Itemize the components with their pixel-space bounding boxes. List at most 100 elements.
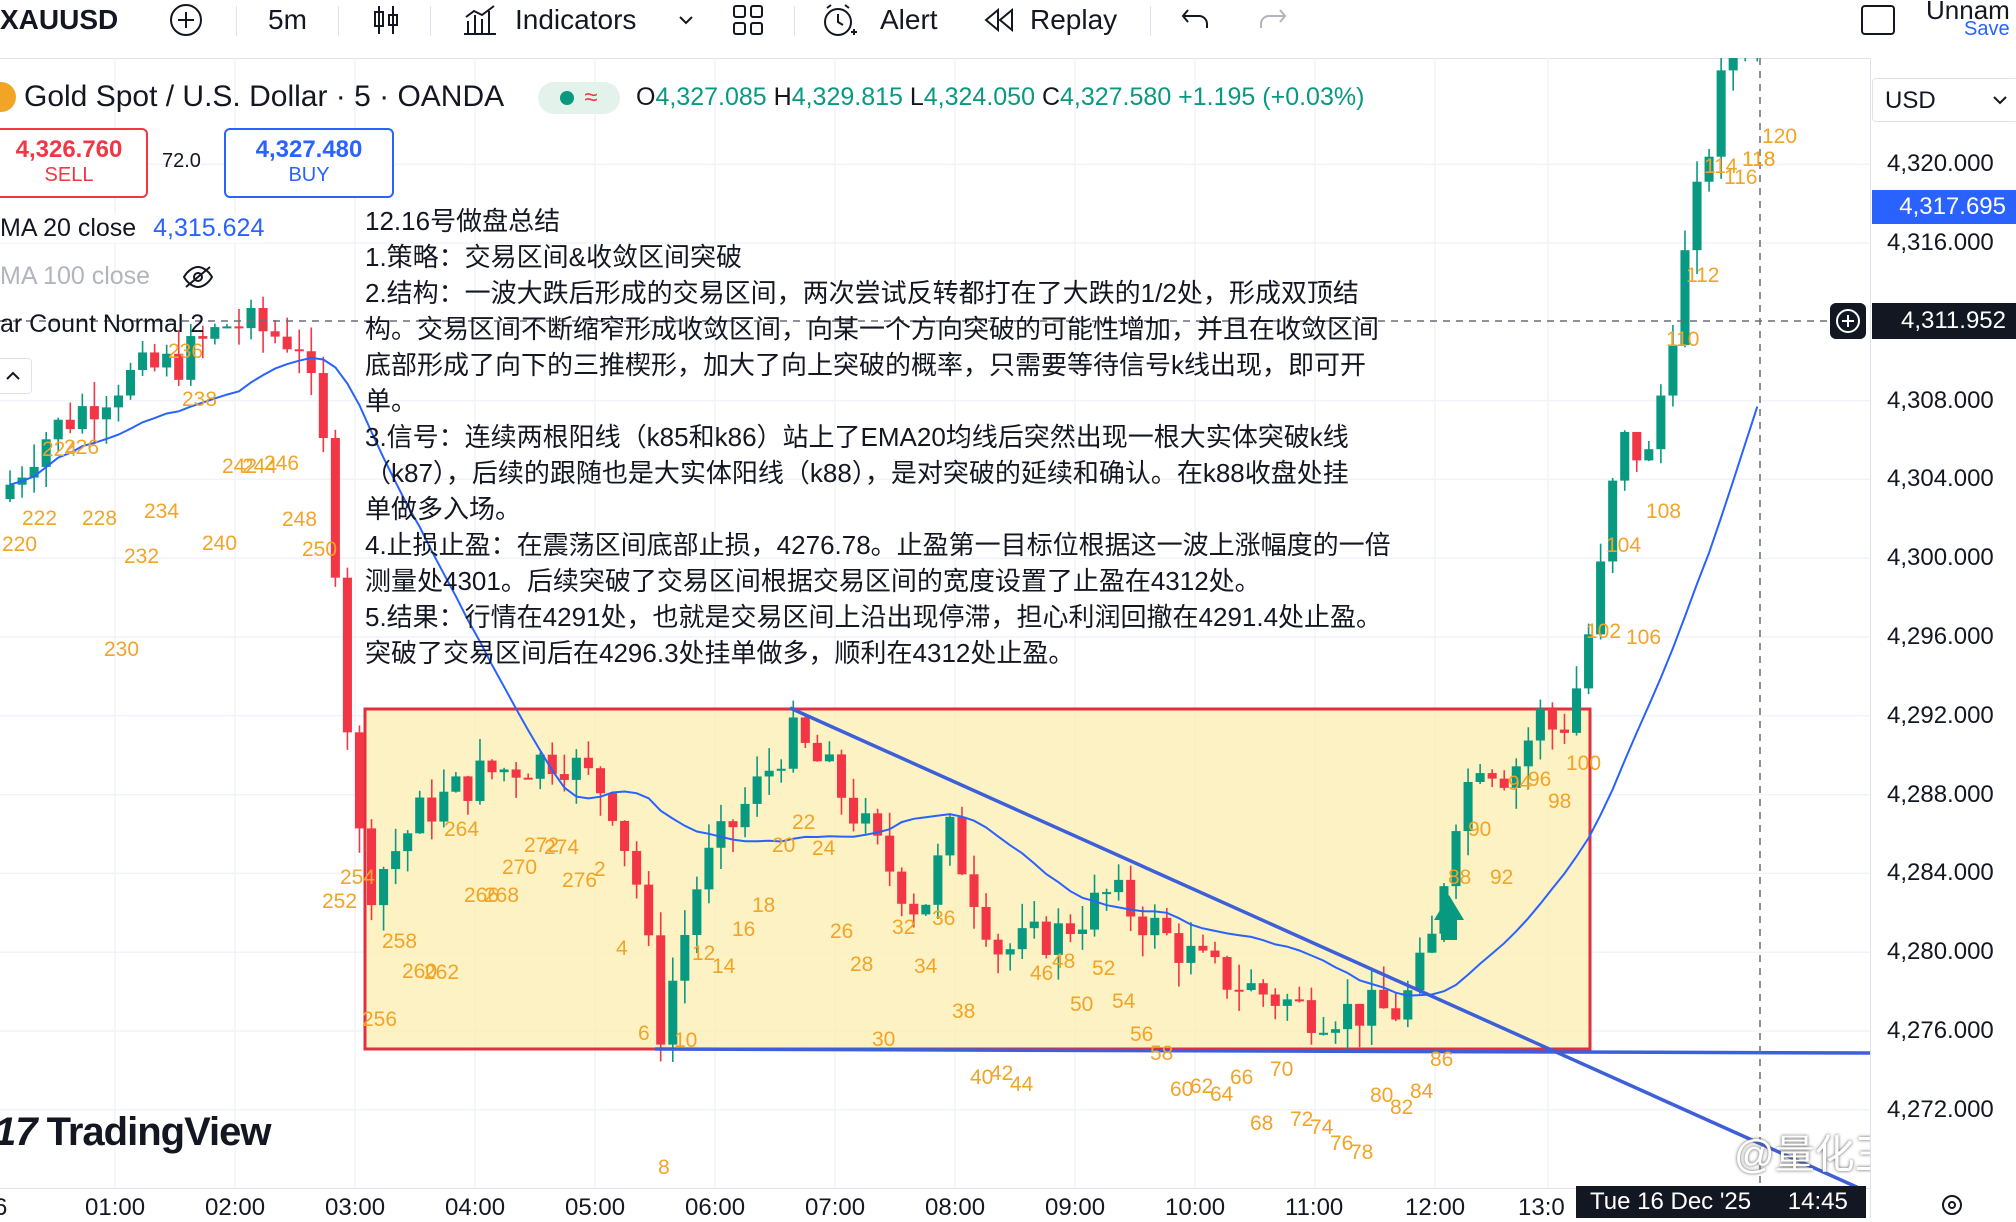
alert-button[interactable]: Alert <box>880 4 938 35</box>
candle-body <box>282 336 292 350</box>
candle-body <box>1656 395 1666 450</box>
candle-body <box>342 577 352 733</box>
collapse-legend-button[interactable] <box>0 358 32 394</box>
sell-price: 4,326.760 <box>15 136 123 163</box>
candle-body <box>5 484 15 500</box>
candle-body <box>1716 70 1726 157</box>
undo-icon[interactable] <box>1178 2 1214 38</box>
alert-icon[interactable] <box>820 2 860 40</box>
bar-count-label: 226 <box>64 436 100 459</box>
currency-selector[interactable]: USD <box>1872 78 2016 122</box>
sell-button[interactable]: 4,326.760 SELL <box>0 128 148 198</box>
ma20-legend[interactable]: MA 20 close 4,315.624 <box>0 214 265 243</box>
ma20-value: 4,315.624 <box>153 214 265 242</box>
candle-body <box>547 754 557 775</box>
bar-count-label: 20 <box>772 834 796 857</box>
bar-count-label: 94 <box>1508 772 1532 795</box>
candle-body <box>1728 58 1738 71</box>
high-label: H <box>773 83 792 111</box>
bar-count-label: 40 <box>970 1066 994 1089</box>
candle-body <box>1511 766 1521 788</box>
candle-body <box>1210 950 1220 958</box>
add-symbol-icon[interactable] <box>168 2 204 38</box>
candle-body <box>1126 879 1136 917</box>
note-line: 12.16号做盘总结 <box>365 206 561 236</box>
candle-body <box>1318 1032 1328 1035</box>
candle-body <box>427 797 437 822</box>
bar-count-label: 30 <box>872 1028 896 1051</box>
bar-count-label: 116 <box>1724 166 1758 189</box>
bar-count-label: 250 <box>302 538 338 561</box>
candle-body <box>1391 1008 1401 1020</box>
time-tick-label: 11:00 <box>1285 1194 1344 1221</box>
add-order-button[interactable] <box>1830 303 1866 339</box>
bar-count-label: 98 <box>1548 790 1572 813</box>
bar-count-legend[interactable]: ar Count Normal 2 <box>0 310 205 338</box>
trade-summary-note[interactable]: 12.16号做盘总结 1.策略：交易区间&收敛区间突破 2.结构：一波大跌后形成的交… <box>365 203 1545 671</box>
chart-plot[interactable] <box>0 58 1870 1188</box>
chevron-down-icon <box>1993 96 2007 105</box>
replay-button[interactable]: Replay <box>1030 4 1118 35</box>
price-tick-label: 4,280.000 <box>1887 938 1994 966</box>
candle-body <box>1620 431 1630 481</box>
time-tick-label: 13:0 <box>1518 1194 1565 1221</box>
descending-trendline <box>789 706 1864 1188</box>
bar-count-label: 6 <box>638 1022 650 1045</box>
candle-body <box>1463 781 1473 832</box>
templates-icon[interactable] <box>730 2 766 38</box>
note-line: 单做多入场。 <box>365 494 522 524</box>
replay-icon[interactable] <box>980 2 1020 38</box>
bar-count-label: 16 <box>732 918 756 941</box>
candle-body <box>487 760 497 773</box>
bar-count-label: 110 <box>1666 328 1700 351</box>
interval-selector[interactable]: 5m <box>268 4 307 35</box>
hidden-eye-icon[interactable] <box>180 262 216 292</box>
bar-count-label: 12 <box>692 942 716 965</box>
ma100-legend[interactable]: MA 100 close <box>0 262 150 291</box>
price-axis[interactable] <box>1870 58 2016 1218</box>
spread-value: 72.0 <box>162 150 201 172</box>
indicators-icon[interactable] <box>460 2 500 38</box>
price-tick-label: 4,304.000 <box>1887 465 1994 493</box>
save-button[interactable]: Save <box>1964 18 2010 40</box>
candle-body <box>824 754 834 762</box>
bar-count-label: 42 <box>990 1062 1014 1085</box>
chevron-down-icon[interactable] <box>674 4 698 36</box>
crosshair-date: Tue 16 Dec '25 <box>1590 1188 1752 1215</box>
price-tick-label: 4,316.000 <box>1887 229 1994 256</box>
candle-body <box>921 904 931 915</box>
bar-count-label: 22 <box>792 811 816 834</box>
market-status-pill[interactable]: ≈ <box>538 82 620 114</box>
fullscreen-icon[interactable] <box>1858 2 1898 38</box>
last-price-label: 4,317.695 <box>1872 190 2016 224</box>
time-axis[interactable] <box>0 1188 1870 1219</box>
bar-count-label: 252 <box>322 890 358 913</box>
candle-body <box>53 419 63 440</box>
candle-body <box>644 884 654 936</box>
candles-icon[interactable] <box>368 2 404 38</box>
settings-gear-icon[interactable] <box>1934 1192 1970 1218</box>
bar-count-label: 60 <box>1170 1078 1194 1101</box>
note-line: 底部形成了向下的三推楔形，加大了向上突破的概率，只需要等待信号k线出现，即可开 <box>365 350 1367 380</box>
time-tick-label: 06:00 <box>685 1194 746 1221</box>
close-value: 4,327.580 <box>1060 83 1172 111</box>
candle-body <box>294 349 304 352</box>
redo-icon[interactable] <box>1254 2 1290 38</box>
bar-count-label: 24 <box>812 837 836 860</box>
candle-body <box>1367 989 1377 1026</box>
open-label: O <box>636 83 656 111</box>
bar-count-label: 266 <box>464 884 500 907</box>
candle-body <box>571 757 581 780</box>
bar-count-label: 248 <box>282 508 318 531</box>
symbol-search[interactable]: XAUUSD <box>0 4 119 35</box>
ohlc-readout: O4,327.085 H4,329.815 L4,324.050 C4,327.… <box>636 83 1364 112</box>
candle-body <box>656 935 666 1045</box>
buy-button[interactable]: 4,327.480 BUY <box>224 128 394 198</box>
candle-body <box>1150 917 1160 936</box>
buy-label: BUY <box>288 164 330 186</box>
bar-count-label: 36 <box>932 907 956 930</box>
indicators-button[interactable]: Indicators <box>515 4 637 35</box>
time-tick-label: 04:00 <box>445 1194 506 1221</box>
layout-name[interactable]: Unnam <box>1926 0 2010 25</box>
tradingview-wordmark: TradingView <box>46 1110 272 1154</box>
